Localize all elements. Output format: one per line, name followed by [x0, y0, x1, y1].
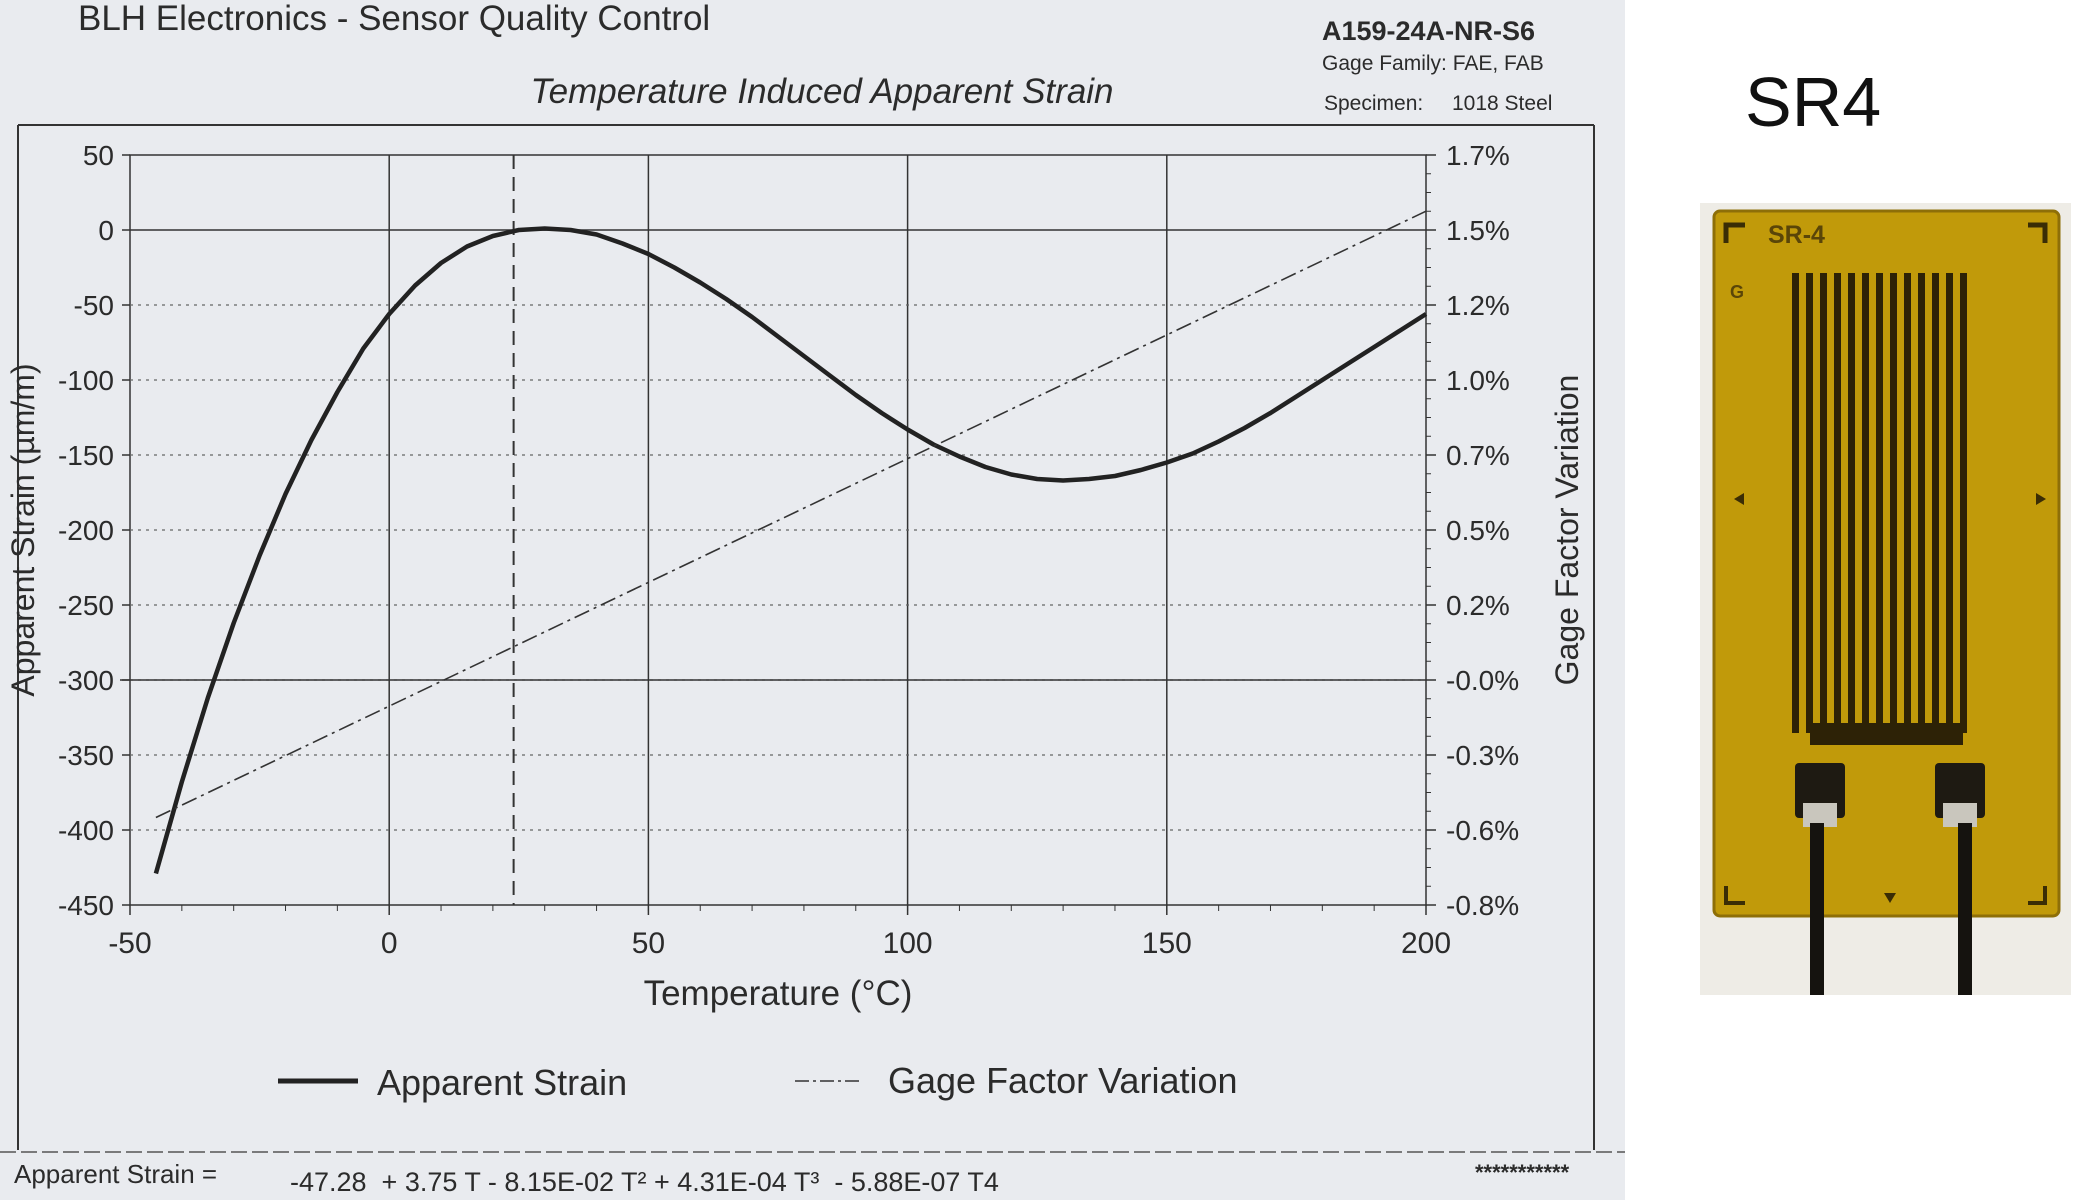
alignment-mark-left [1734, 493, 1744, 505]
y2-tick-label: -0.6% [1446, 815, 1519, 846]
y2-tick-label: 0.5% [1446, 515, 1510, 546]
legend: Apparent Strain Gage Factor Variation [278, 1060, 1238, 1103]
y2-tick-label: 1.7% [1446, 140, 1510, 171]
chart-svg: BLH Electronics - Sensor Quality Control… [0, 0, 1625, 1197]
x-tick-label: 50 [632, 927, 665, 960]
alignment-mark-bottom [1884, 893, 1896, 903]
chart-title: Temperature Induced Apparent Strain [530, 72, 1113, 111]
gauge-backing-edge [1712, 209, 2061, 918]
y-tick-label: -100 [58, 365, 114, 396]
y-tick-label: -450 [58, 890, 114, 921]
gauge-letter: G [1730, 282, 1744, 302]
left-lead-wire [1810, 823, 1824, 995]
chart-axes: -50 0 50 100 150 200 50 1.7% 0 1.5% -50 1.2% -100 1.0… [58, 140, 1519, 960]
y2-tick-label: 0.2% [1446, 590, 1510, 621]
right-lead-wire [1958, 823, 1972, 995]
conductor-line [1848, 273, 1855, 733]
gauge-grid-lines [1792, 273, 1967, 733]
gauge-label: SR4 [1745, 63, 1882, 141]
y2-tick-label: 1.2% [1446, 290, 1510, 321]
x-tick-label: 200 [1401, 927, 1451, 960]
y2-tick-label: 1.0% [1446, 365, 1510, 396]
conductor-line [1890, 273, 1897, 733]
x-axis-label: Temperature (°C) [644, 974, 913, 1013]
y-tick-label: -200 [58, 515, 114, 546]
grid-end-loop [1810, 723, 1963, 745]
y-tick-label: -50 [74, 290, 114, 321]
y2-tick-label: 1.5% [1446, 215, 1510, 246]
part-number: A159-24A-NR-S6 [1322, 16, 1535, 46]
x-tick-label: 0 [381, 927, 398, 960]
conductor-line [1806, 273, 1813, 733]
conductor-line [1946, 273, 1953, 733]
conductor-line [1820, 273, 1827, 733]
y2-axis-label: Gage Factor Variation [1549, 375, 1585, 686]
gauge-marking: SR-4 [1768, 221, 1825, 249]
specimen-value: 1018 Steel [1452, 92, 1552, 115]
y-tick-label: -150 [58, 440, 114, 471]
y2-tick-label: -0.8% [1446, 890, 1519, 921]
stars-mark: *********** [1475, 1160, 1570, 1185]
gage-family: Gage Family: FAE, FAB [1322, 52, 1544, 75]
x-tick-label: 100 [883, 927, 933, 960]
y-tick-label: -400 [58, 815, 114, 846]
y-axis-label: Apparent Strain (µm/m) [5, 363, 41, 696]
conductor-line [1876, 273, 1883, 733]
corner-mark-tr [2028, 222, 2048, 243]
y2-tick-label: -0.0% [1446, 665, 1519, 696]
y2-tick-label: -0.3% [1446, 740, 1519, 771]
qc-sheet: BLH Electronics - Sensor Quality Control… [0, 0, 1625, 1200]
x-tick-label: -50 [108, 927, 151, 960]
chart-marks [153, 210, 1428, 875]
apparent-strain-line [153, 226, 1428, 875]
formula-text: -47.28 + 3.75 T - 8.15E-02 T² + 4.31E-04… [290, 1167, 999, 1197]
conductor-line [1904, 273, 1911, 733]
company-title: BLH Electronics - Sensor Quality Control [78, 0, 710, 38]
corner-mark-br [2028, 886, 2047, 905]
y-tick-label: -300 [58, 665, 114, 696]
conductor-line [1862, 273, 1869, 733]
alignment-mark-right [2036, 493, 2046, 505]
conductor-line [1918, 273, 1925, 733]
y2-tick-label: 0.7% [1446, 440, 1510, 471]
chart-grid [120, 154, 1427, 906]
conductor-line [1834, 273, 1841, 733]
legend-label-apparent-strain: Apparent Strain [377, 1062, 627, 1103]
legend-label-gage-factor: Gage Factor Variation [888, 1060, 1238, 1101]
y-tick-label: -250 [58, 590, 114, 621]
y-tick-label: 50 [83, 140, 114, 171]
corner-mark-tl [1723, 222, 1745, 243]
y-tick-label: -350 [58, 740, 114, 771]
formula-label: Apparent Strain = [14, 1159, 217, 1189]
conductor-line [1960, 273, 1967, 733]
corner-mark-bl [1724, 886, 1745, 905]
y-tick-label: 0 [98, 215, 114, 246]
gauge-backing [1714, 211, 2059, 916]
conductor-line [1792, 273, 1799, 733]
x-tick-label: 150 [1142, 927, 1192, 960]
specimen-label: Specimen: [1324, 92, 1423, 115]
strain-gauge-photo: SR-4 G [1700, 203, 2071, 995]
conductor-line [1932, 273, 1939, 733]
gage-factor-line [155, 210, 1427, 819]
